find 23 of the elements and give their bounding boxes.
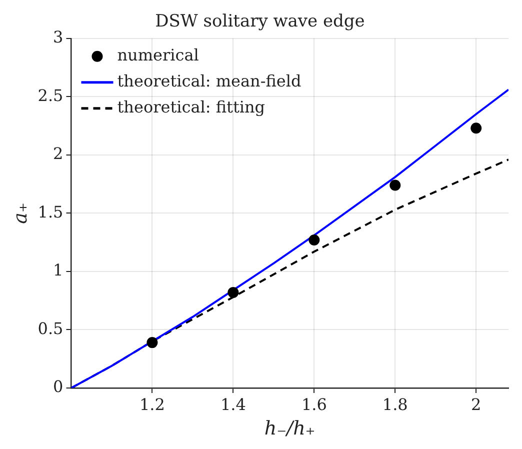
point (470, 122, 482, 134)
y-tick-label: 2 (53, 144, 64, 164)
x-tick-label: 1.6 (301, 394, 327, 414)
point (308, 234, 320, 246)
x-axis-title: h₋/h₊ (264, 418, 316, 440)
y-tick-label: 2.5 (38, 86, 64, 105)
legend-label: theoretical: fitting (117, 98, 266, 117)
point (228, 286, 239, 298)
x-tick-label: 2 (471, 394, 482, 414)
legend-label: theoretical: mean-field (117, 72, 302, 91)
point (390, 180, 401, 191)
point (146, 337, 158, 348)
legend-label: numerical (117, 46, 199, 65)
x-tick-label: 1.2 (139, 394, 165, 414)
y-tick-label: 0 (53, 377, 64, 396)
x-tick-label: 1.4 (220, 394, 246, 414)
y-tick-label: 0.5 (38, 318, 64, 338)
chart-title: DSW solitary wave edge (155, 12, 365, 32)
y-axis-title: a₊ (9, 202, 32, 224)
x-tick-label: 1.8 (382, 394, 408, 414)
y-tick-label: 3 (53, 28, 64, 47)
y-tick-label: 1.5 (38, 202, 64, 222)
y-tick-label: 1 (53, 260, 64, 280)
